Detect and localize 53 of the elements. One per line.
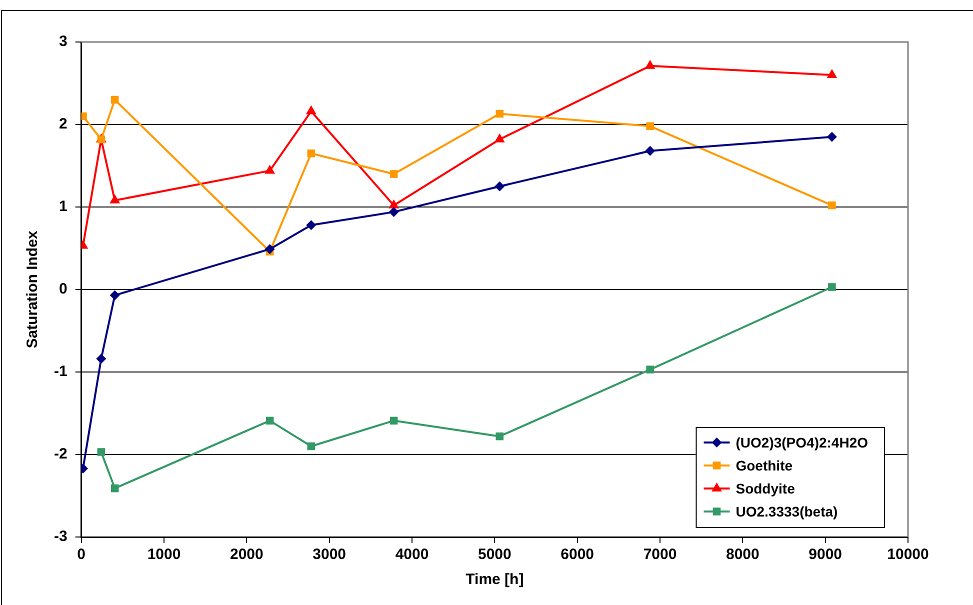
point (646, 366, 654, 374)
x-tick-label: 9000 (808, 546, 842, 564)
point (96, 354, 106, 364)
point (496, 110, 504, 118)
x-tick-label: 0 (77, 546, 86, 564)
point (826, 69, 838, 78)
point (388, 206, 399, 217)
legend-label: Soddyite (736, 480, 796, 496)
y-tick-label: -2 (54, 446, 68, 463)
point (496, 432, 504, 440)
x-axis-title: Time [h] (466, 571, 524, 588)
y-tick-label: -1 (54, 363, 68, 380)
point (307, 149, 316, 158)
y-tick-label: 0 (58, 280, 68, 298)
x-tick-label: 5000 (478, 546, 512, 564)
point (110, 96, 119, 104)
x-tick-label: 6000 (560, 546, 594, 564)
point (264, 164, 276, 174)
point (306, 105, 316, 114)
x-tick-label: 8000 (726, 546, 760, 564)
x-tick-label: 7000 (643, 546, 677, 564)
legend-label: Goethite (736, 457, 793, 474)
point (388, 199, 400, 208)
point (110, 194, 120, 204)
y-tick-label: 1 (58, 198, 68, 216)
point (306, 220, 316, 230)
y-tick-label: 2 (58, 116, 68, 133)
point (828, 201, 836, 210)
y-tick-label: 3 (58, 33, 68, 50)
point (494, 133, 505, 142)
point (307, 442, 316, 450)
point (828, 283, 836, 291)
legend-label: UO2.3333(beta) (736, 503, 838, 520)
point (110, 290, 120, 300)
point (646, 122, 654, 130)
legend-label: (UO2)3(PO4)2:4H2O (736, 434, 868, 450)
x-tick-label: 3000 (312, 546, 346, 564)
x-tick-label: 1000 (147, 546, 181, 564)
point (110, 484, 119, 492)
point (390, 170, 398, 178)
point (97, 448, 106, 456)
point (645, 146, 656, 156)
x-tick-label: 2000 (230, 546, 264, 564)
point (264, 244, 275, 254)
point (826, 132, 837, 142)
y-axis-title: Saturation Index (24, 230, 42, 348)
y-tick-label: -3 (54, 528, 68, 546)
x-tick-label: 4000 (395, 546, 429, 564)
point (494, 181, 505, 192)
x-tick-label: 10000 (887, 546, 929, 564)
point (644, 60, 656, 69)
point (390, 416, 398, 425)
point (266, 416, 274, 425)
